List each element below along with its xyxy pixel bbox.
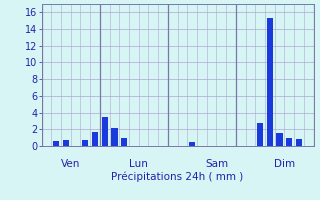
Text: Ven: Ven xyxy=(61,159,80,169)
Bar xyxy=(296,139,302,146)
Text: Précipitations 24h ( mm ): Précipitations 24h ( mm ) xyxy=(111,172,244,182)
Text: Lun: Lun xyxy=(129,159,148,169)
Text: Dim: Dim xyxy=(274,159,295,169)
Bar xyxy=(276,133,283,146)
Bar xyxy=(257,123,263,146)
Bar xyxy=(121,138,127,146)
Bar xyxy=(286,138,292,146)
Bar xyxy=(92,132,98,146)
Bar xyxy=(82,140,88,146)
Bar xyxy=(111,128,118,146)
Bar xyxy=(101,117,108,146)
Bar xyxy=(189,142,195,146)
Bar xyxy=(267,18,273,146)
Text: Sam: Sam xyxy=(205,159,228,169)
Bar xyxy=(63,140,69,146)
Bar xyxy=(53,141,59,146)
